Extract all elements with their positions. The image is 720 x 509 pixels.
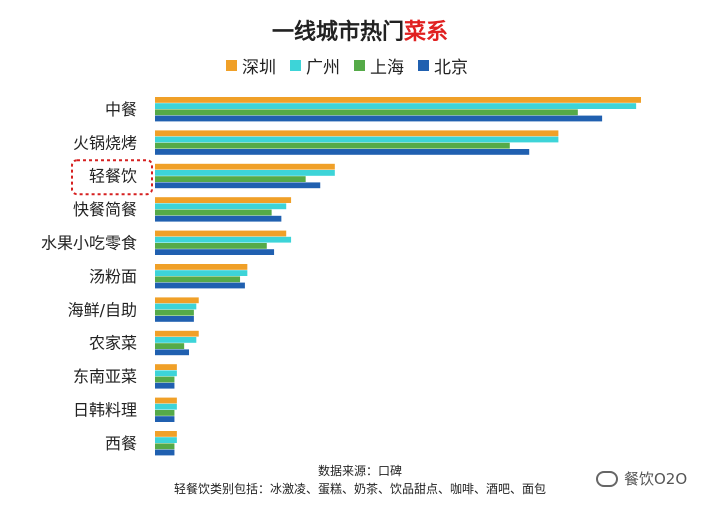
watermark-text: 餐饮O2O [624,470,688,488]
chart-title-accent: 菜系 [404,20,449,45]
bar [155,437,177,443]
category-label: 火锅烧烤 [73,133,137,152]
legend-label: 北京 [434,57,468,78]
bar [155,330,199,337]
bar [155,403,177,410]
bar [155,249,275,255]
bar [155,316,194,322]
category-label: 西餐 [105,434,137,453]
bar [155,410,175,416]
legend-swatch [354,59,365,71]
bar [155,97,641,103]
data-source: 数据来源：口碑 [317,464,402,478]
bar [155,416,175,422]
bar [155,149,530,155]
legend-swatch [226,59,237,71]
bar [155,236,292,243]
bar [155,197,292,203]
bar [155,303,197,310]
bar [155,349,190,356]
category-note: 轻餐饮类别包括：冰激凌、蛋糕、奶茶、饮品甜点、咖啡、酒吧、面包 [173,482,546,496]
wechat-icon [596,470,618,487]
bar [155,449,175,456]
category-label: 快餐简餐 [73,200,137,219]
legend-label: 广州 [306,57,340,78]
bar [155,264,248,270]
category-label: 中餐 [105,100,137,119]
bar [155,382,175,389]
bar [155,176,306,182]
bar [155,115,603,122]
category-label: 水果小吃零食 [41,234,137,253]
category-label: 农家菜 [89,334,137,353]
bar [155,309,194,316]
bar [155,337,197,343]
chart-title: 一线城市热门菜系 [0,14,720,46]
legend: 深圳 广州 上海 北京 [226,53,468,78]
bar [155,230,287,237]
category-label: 东南亚菜 [73,367,137,386]
category-label: 轻餐饮 [89,167,137,186]
legend-item-3: 北京 [418,53,468,78]
category-label: 海鲜/自助 [68,300,137,319]
bar [155,364,177,370]
bar [155,182,321,189]
bar [155,282,245,289]
bar [155,203,287,210]
bar [155,215,282,222]
legend-label: 深圳 [242,57,276,78]
legend-item-1: 广州 [290,53,340,78]
bar [155,209,272,216]
bar [155,376,175,383]
bar [155,343,185,349]
bar [155,103,637,109]
bar [155,142,510,149]
bar [155,370,177,377]
bar [155,109,578,116]
bar [155,443,175,450]
bar [155,431,177,437]
bar [155,170,335,176]
category-label: 日韩料理 [73,401,137,420]
bar [155,130,559,137]
chart-title-main: 一线城市热门 [271,20,404,45]
bar [155,276,241,283]
legend-item-0: 深圳 [226,53,276,78]
category-label: 汤粉面 [89,267,137,286]
bar [155,297,199,304]
legend-swatch [418,59,429,71]
watermark: 餐饮O2O [596,468,687,489]
highlight-box [71,159,153,196]
legend-swatch [290,59,301,71]
bar [155,243,267,249]
bar [155,397,177,404]
bar [155,163,335,170]
bar [155,270,248,276]
bar [155,136,559,143]
legend-item-2: 上海 [354,53,404,78]
legend-label: 上海 [370,57,404,78]
